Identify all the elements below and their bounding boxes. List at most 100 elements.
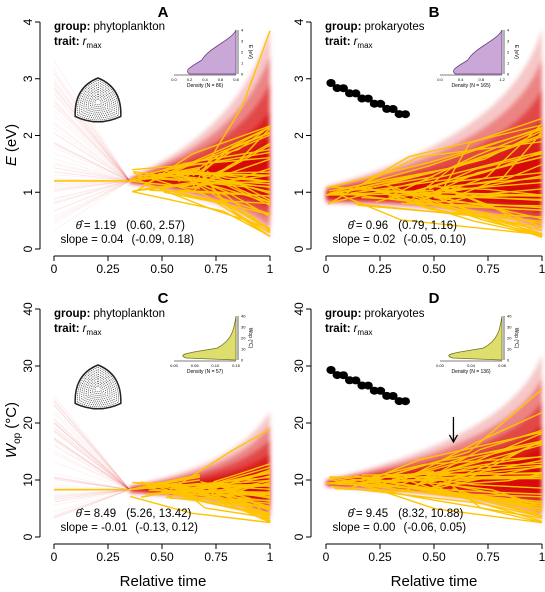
group-label: group: prokaryotes [325,308,425,320]
branch [388,432,543,489]
envelope-fan-line [53,141,130,182]
y-tick-label: 0 [292,245,306,252]
inset-x-label: Density (N = 86) [187,83,224,89]
inset-x-tick-label: 0.8 [233,77,239,82]
branch [325,189,435,196]
envelope-fan-line [53,489,130,497]
branches [325,388,543,524]
envelope-fan-line [53,180,130,231]
inset-density-shape [453,29,503,75]
theta-symbol: θ̂ [348,220,356,232]
arrow-head [448,434,459,444]
envelope-fan-line [53,437,130,491]
group-label-key: group: [54,308,90,320]
envelope-fan-line [53,400,130,491]
panel-letter: D [429,290,440,307]
inset-y-tick-label: 1 [507,61,510,66]
slope-value: slope = 0.00 [332,522,395,534]
panel-letter: A [158,4,169,21]
trait-label-subscript: max [357,328,372,337]
inset-x-tick-label: 0.6 [218,77,224,82]
envelope-fan-line [53,115,130,182]
slope-annotation: slope = 0.04 (-0.09, 0.18) [60,234,194,246]
prokaryote-icon [326,366,410,406]
envelope-fan-line [53,180,130,193]
branch [325,171,435,196]
branches [325,117,543,238]
branch [409,201,543,211]
inset-x-label: Density (N = 57) [187,369,224,375]
trait-label-subscript: max [86,328,101,337]
group-label: group: phytoplankton [54,308,165,320]
branch [129,172,200,182]
x-tick-label: 0 [51,550,58,564]
branch [426,185,543,196]
envelope-fan-line [53,180,130,200]
inset-x-tick-label: 1.2 [499,77,505,82]
envelope-fan-line [53,422,130,491]
branch [133,172,271,237]
branch [184,479,271,488]
branch [129,166,200,182]
branch [326,128,543,189]
inset-y-tick-label: 20 [241,336,246,341]
envelope-fan-line [53,431,130,491]
inset-y-tick-label: 0 [507,358,510,363]
branch [208,172,271,183]
diatom-icon [74,364,122,410]
envelope-fan-line [53,152,130,182]
envelope-fan-line [53,398,130,491]
diatom-ring [81,84,115,117]
y-tick-label: 10 [292,473,306,487]
slope-value: slope = 0.02 [332,234,395,246]
inset-x-tick-label: 0.0 [171,77,177,82]
y-tick-label: 20 [21,416,35,430]
inset-y-tick-label: 10 [507,347,512,352]
envelope-fan-line [53,420,130,491]
theta-value: = 8.49 [84,508,116,520]
envelope-fan-line [53,180,130,212]
trait-label-key: trait: [325,323,351,335]
y-tick-label: 40 [21,302,35,316]
prokaryote-cell [400,110,410,119]
x-tick-label: 0.50 [422,262,446,276]
trait-label-subscript: max [357,41,372,50]
diatom-ring [76,79,120,121]
branch [353,202,543,222]
prokaryote-cell [326,79,336,87]
branch [405,199,543,237]
diatom-ring [94,385,102,393]
inset-y-tick-label: 40 [241,314,246,319]
inset-y-tick-label: 0 [241,72,244,77]
diatom-ring [94,98,102,106]
envelope-fan-line [53,461,130,491]
inset-x-tick-label: 0.2 [187,77,193,82]
inset-y-tick-label: 4 [507,28,510,33]
x-tick-label: 0.50 [422,550,446,564]
branch [407,487,543,517]
trait-label-value: r [354,323,359,335]
envelope-fan-line [53,410,130,491]
prokaryote-cell [326,366,336,374]
envelope-fan-line [53,105,130,182]
y-tick-label: 30 [292,359,306,373]
branch [129,482,200,491]
trait-label-key: trait: [54,323,80,335]
diatom-ring [92,95,104,108]
envelope-fan-line [53,445,130,491]
theta-ci: (8.32, 10.88) [398,508,463,520]
group-label-key: group: [54,21,90,33]
envelope-fan-line [53,489,130,519]
inset-density: 0.00 0.04 0.080 10 20 30 40 Density (N = 136) Wo… [436,314,519,376]
diatom-outline [74,77,122,123]
envelope-fan-line [53,422,130,491]
envelope-fan-line [53,444,130,491]
envelope-fan-line [53,144,130,182]
x-tick-label: 0 [323,550,330,564]
branch [330,485,543,518]
envelope-fan-line [53,417,130,491]
envelope-fan-line [53,180,130,190]
x-tick-label: 0.50 [150,550,174,564]
